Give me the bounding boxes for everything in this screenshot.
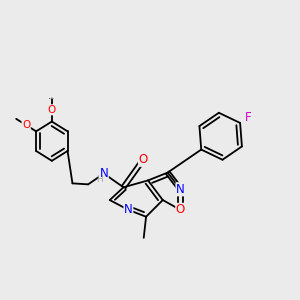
Text: N: N [124,203,133,216]
Text: O: O [22,120,30,130]
Text: N: N [176,183,185,196]
Text: F: F [245,111,251,124]
Text: H: H [97,175,103,184]
Text: methoxy: methoxy [52,97,58,98]
Text: O: O [176,203,185,216]
Text: O: O [139,153,148,166]
Text: O: O [48,105,56,115]
Text: methoxy: methoxy [49,98,55,99]
Text: N: N [100,167,108,180]
